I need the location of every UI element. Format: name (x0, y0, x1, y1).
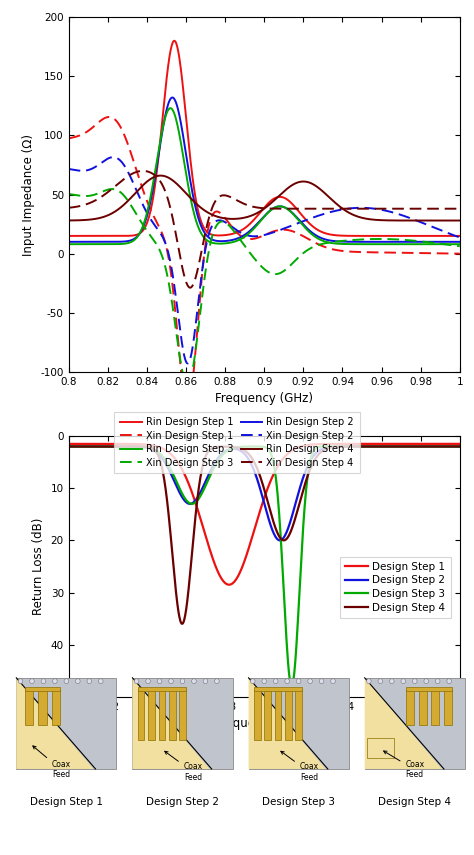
Circle shape (41, 679, 46, 684)
Circle shape (285, 679, 290, 684)
Circle shape (412, 679, 417, 684)
Bar (285, 689, 292, 740)
Circle shape (215, 679, 219, 684)
Legend: Rin Design Step 1, Xin Design Step 1, Rin Design Step 3, Xin Design Step 3, Rin : Rin Design Step 1, Xin Design Step 1, Ri… (114, 411, 360, 474)
Circle shape (436, 679, 440, 684)
Bar (52, 689, 60, 724)
Circle shape (157, 679, 162, 684)
X-axis label: Frequency (GHz): Frequency (GHz) (215, 717, 313, 730)
Circle shape (273, 679, 278, 684)
Bar (274, 689, 282, 740)
Circle shape (169, 679, 173, 684)
X-axis label: Frequency (GHz): Frequency (GHz) (215, 392, 313, 405)
Bar (406, 689, 414, 724)
Bar (25, 689, 33, 724)
Text: Design Step 4: Design Step 4 (378, 797, 451, 806)
Y-axis label: Input Impedance (Ω): Input Impedance (Ω) (22, 133, 35, 256)
Text: Design Step 3: Design Step 3 (262, 797, 335, 806)
Circle shape (99, 679, 103, 684)
Text: Design Step 2: Design Step 2 (146, 797, 219, 806)
Circle shape (250, 679, 255, 684)
Circle shape (262, 679, 266, 684)
Bar (16, 678, 117, 769)
Bar (444, 689, 452, 724)
Bar (431, 689, 439, 724)
Text: Coax
Feed: Coax Feed (33, 746, 71, 780)
Circle shape (378, 679, 383, 684)
Bar (148, 689, 155, 740)
Circle shape (390, 679, 394, 684)
Bar (254, 687, 302, 691)
Circle shape (87, 679, 91, 684)
Circle shape (319, 679, 324, 684)
Bar (132, 678, 233, 769)
Bar (158, 689, 165, 740)
Y-axis label: Return Loss (dB): Return Loss (dB) (32, 518, 45, 615)
Polygon shape (365, 678, 442, 769)
Text: Coax
Feed: Coax Feed (383, 751, 424, 780)
Circle shape (146, 679, 150, 684)
Circle shape (331, 679, 335, 684)
Circle shape (18, 679, 23, 684)
Circle shape (203, 679, 208, 684)
Text: Coax
Feed: Coax Feed (281, 752, 319, 781)
Bar (169, 689, 176, 740)
Circle shape (401, 679, 406, 684)
Circle shape (64, 679, 69, 684)
Circle shape (424, 679, 428, 684)
Bar (254, 689, 261, 740)
Text: Design Step 1: Design Step 1 (30, 797, 103, 806)
Bar (137, 689, 145, 740)
Polygon shape (248, 678, 326, 769)
Bar (179, 689, 186, 740)
Circle shape (296, 679, 301, 684)
Bar (367, 738, 394, 758)
Circle shape (308, 679, 312, 684)
Circle shape (180, 679, 185, 684)
Legend: Design Step 1, Design Step 2, Design Step 3, Design Step 4: Design Step 1, Design Step 2, Design Ste… (340, 557, 451, 618)
Bar (137, 687, 186, 691)
Polygon shape (132, 678, 210, 769)
Circle shape (191, 679, 196, 684)
Bar (38, 689, 46, 724)
Bar (295, 689, 302, 740)
Circle shape (53, 679, 57, 684)
Bar (25, 687, 60, 691)
Bar (248, 678, 349, 769)
Bar (419, 689, 427, 724)
Circle shape (134, 679, 139, 684)
Bar (406, 687, 452, 691)
Circle shape (75, 679, 80, 684)
Circle shape (366, 679, 371, 684)
Text: Coax
Feed: Coax Feed (165, 752, 202, 781)
Bar (365, 678, 465, 769)
Polygon shape (16, 678, 93, 769)
Circle shape (447, 679, 451, 684)
Circle shape (30, 679, 34, 684)
Bar (264, 689, 271, 740)
